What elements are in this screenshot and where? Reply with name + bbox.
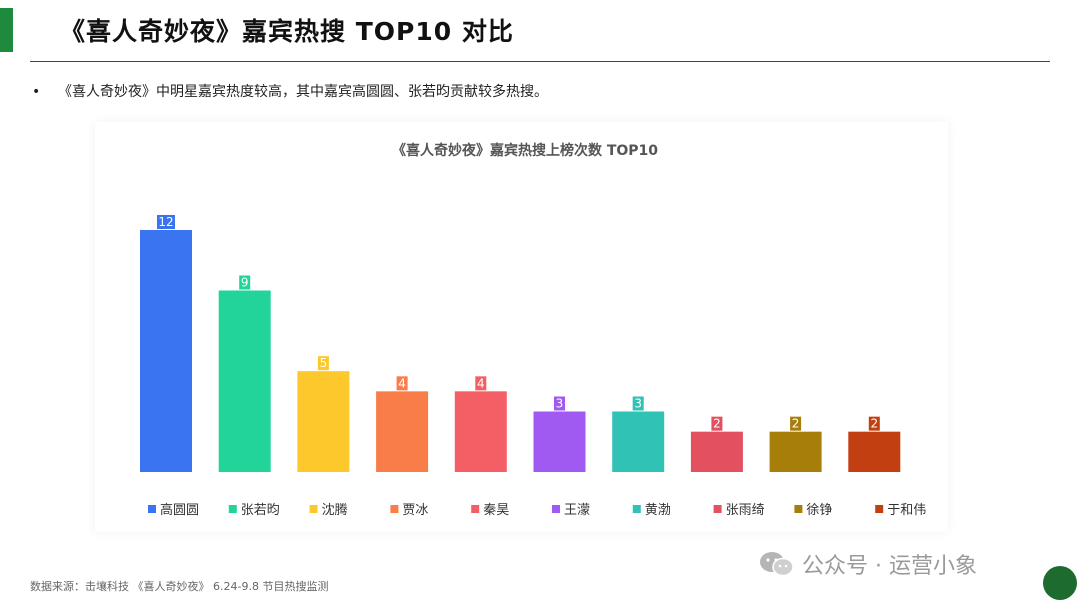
legend-swatch <box>471 505 480 513</box>
bullet-marker: • <box>32 84 41 100</box>
legend-label: 徐铮 <box>806 503 832 518</box>
watermark-text: 公众号 · 运营小象 <box>802 554 977 579</box>
legend-label: 张若昀 <box>241 502 280 518</box>
summary-bullet: 《喜人奇妙夜》中明星嘉宾热度较高，其中嘉宾高圆圆、张若昀贡献较多热搜。 <box>58 84 548 100</box>
bar-6 <box>533 411 586 472</box>
bar-5 <box>454 391 507 472</box>
legend-swatch <box>228 505 237 513</box>
data-label: 9 <box>241 276 249 290</box>
data-label-box <box>790 416 802 431</box>
legend-swatch <box>632 505 641 513</box>
page-title: 《喜人奇妙夜》嘉宾热搜 TOP10 对比 <box>60 17 514 46</box>
title-accent-bar <box>0 8 13 52</box>
title-divider <box>30 61 1050 62</box>
wechat-icon <box>760 552 794 577</box>
data-label-box <box>868 416 880 431</box>
data-label: 4 <box>477 376 485 390</box>
data-label: 12 <box>158 215 173 229</box>
watermark: 公众号 · 运营小象 <box>758 548 977 580</box>
data-label: 2 <box>870 417 878 431</box>
data-label-box <box>632 396 644 411</box>
data-label: 3 <box>634 397 642 411</box>
data-label-box <box>396 376 408 391</box>
legend-label: 于和伟 <box>887 503 926 518</box>
data-label: 2 <box>792 417 800 431</box>
legend-label: 张雨绮 <box>726 503 765 518</box>
data-label: 2 <box>713 417 721 431</box>
data-label-box <box>554 396 565 411</box>
bar-3 <box>297 371 350 472</box>
bar-9 <box>769 431 822 472</box>
bar-4 <box>376 391 429 472</box>
legend-swatch <box>390 505 399 513</box>
data-label-box <box>317 356 329 371</box>
bar-10 <box>848 431 901 472</box>
chart-title: 《喜人奇妙夜》嘉宾热搜上榜次数 TOP10 <box>391 143 659 159</box>
legend-swatch <box>552 505 560 513</box>
data-label-box <box>239 275 251 290</box>
legend-label: 黄渤 <box>645 502 671 518</box>
bar-7 <box>612 411 665 472</box>
data-label-box <box>711 416 723 431</box>
legend-label: 贾冰 <box>402 503 428 518</box>
data-label: 3 <box>556 397 564 411</box>
legend-label: 王濛 <box>564 503 590 518</box>
data-label-box <box>157 215 175 229</box>
legend-swatch <box>713 505 722 513</box>
legend-swatch <box>148 505 156 513</box>
bar-1 <box>140 230 192 472</box>
legend-label: 高圆圆 <box>160 502 199 518</box>
data-label: 5 <box>320 356 328 370</box>
legend-swatch <box>875 505 884 513</box>
legend-swatch <box>794 505 803 513</box>
corner-decoration <box>1043 566 1077 600</box>
data-label-box <box>475 376 487 391</box>
data-source-note: 数据来源：击壤科技 《喜人奇妙夜》 6.24-9.8 节目热搜监测 <box>30 580 329 593</box>
legend-swatch <box>309 505 318 513</box>
legend-label: 秦昊 <box>483 503 509 518</box>
legend-label: 沈腾 <box>322 502 348 518</box>
data-label: 4 <box>398 376 406 390</box>
bar-2 <box>218 290 271 472</box>
bar-8 <box>690 431 743 472</box>
